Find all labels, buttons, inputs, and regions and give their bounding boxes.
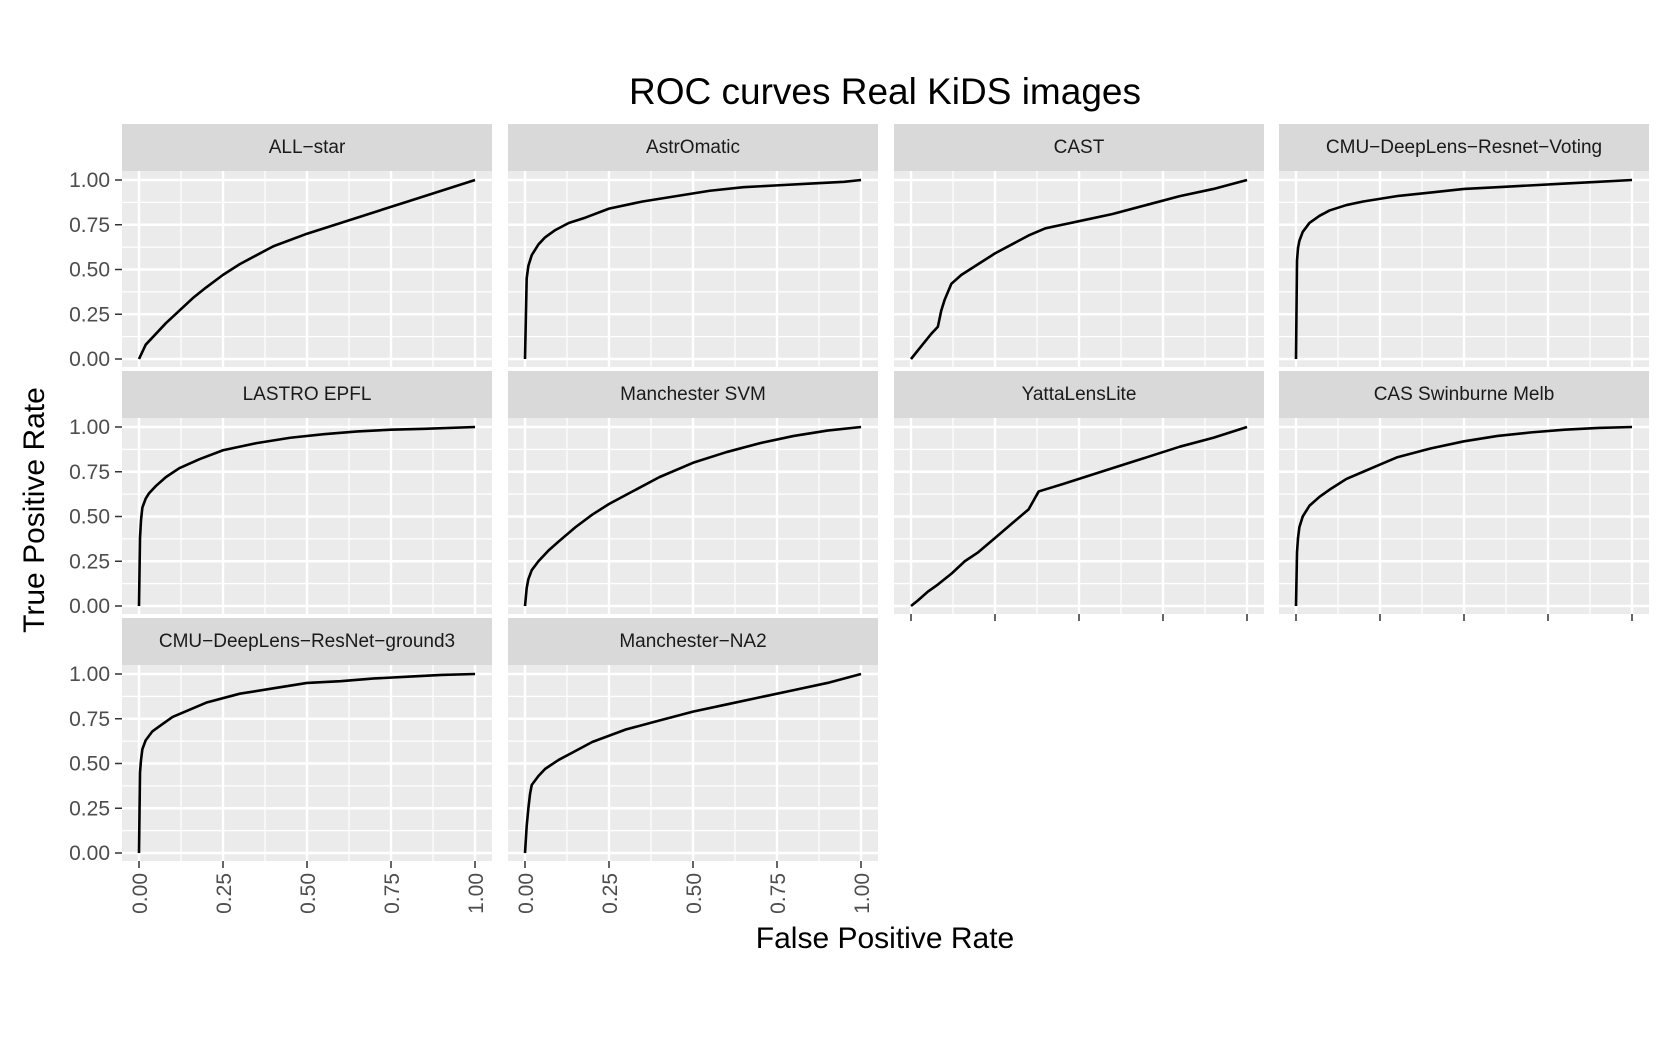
facet-strip bbox=[894, 371, 1264, 418]
x-tick-label: 0.00 bbox=[515, 873, 538, 914]
x-tick-label: 0.25 bbox=[599, 873, 622, 914]
facet-strip-label: CMU−DeepLens−Resnet−Voting bbox=[1326, 137, 1602, 158]
facet-strip bbox=[122, 124, 492, 171]
facet-panel: LASTRO EPFL bbox=[122, 371, 492, 614]
facet-panel: Manchester SVM bbox=[508, 371, 878, 614]
facet-strip-label: AstrOmatic bbox=[646, 137, 740, 158]
facet-strip-label: Manchester SVM bbox=[620, 384, 766, 405]
y-axis-title: True Positive Rate bbox=[18, 387, 51, 633]
x-axis-ticks: 0.00 0.25 0.50 0.75 1.00 0.00 0.25 0.50 0.75 1.00 bbox=[129, 614, 1633, 914]
facet-strip bbox=[508, 371, 878, 418]
roc-curve-line bbox=[137, 425, 476, 607]
facet-strip-label: LASTRO EPFL bbox=[243, 384, 372, 405]
x-tick-label: 0.75 bbox=[381, 873, 404, 914]
facet-panel: CMU−DeepLens−ResNet−ground3 bbox=[122, 618, 492, 861]
facet-strip bbox=[1279, 124, 1649, 171]
y-tick-label: 1.00 bbox=[69, 169, 110, 192]
y-tick-label: 0.25 bbox=[69, 550, 110, 573]
facet-strip bbox=[1279, 371, 1649, 418]
y-tick-label: 0.50 bbox=[69, 753, 110, 776]
y-tick-label: 1.00 bbox=[69, 663, 110, 686]
y-tick-label: 0.75 bbox=[69, 214, 110, 237]
facet-strip bbox=[508, 618, 878, 665]
chart-title: ROC curves Real KiDS images bbox=[629, 71, 1141, 112]
x-tick-label: 0.75 bbox=[767, 873, 790, 914]
facet-strip bbox=[122, 618, 492, 665]
y-tick-label: 0.50 bbox=[69, 259, 110, 282]
y-tick-label: 0.50 bbox=[69, 506, 110, 529]
facet-panel: CAS Swinburne Melb bbox=[1279, 371, 1649, 614]
x-tick-label: 1.00 bbox=[851, 873, 874, 914]
facet-strip-label: ALL−star bbox=[269, 137, 346, 158]
facet-strip-label: CMU−DeepLens−ResNet−ground3 bbox=[159, 631, 455, 652]
facet-strip-label: CAST bbox=[1054, 137, 1105, 158]
x-tick-label: 0.50 bbox=[297, 873, 320, 914]
roc-curve-line bbox=[523, 178, 862, 360]
roc-curve-line bbox=[909, 178, 1248, 360]
x-tick-label: 0.00 bbox=[129, 873, 152, 914]
facet-panel: YattaLensLite bbox=[894, 371, 1264, 614]
x-tick-label: 0.25 bbox=[213, 873, 236, 914]
roc-curve-line bbox=[523, 672, 862, 854]
facet-panels: ALL−star AstrOmatic CAST CMU−DeepLens−Resne… bbox=[122, 124, 1649, 861]
y-tick-label: 0.00 bbox=[69, 595, 110, 618]
facet-strip-label: YattaLensLite bbox=[1022, 384, 1137, 405]
y-axis-ticks: 0.00 0.25 0.50 0.75 1.00 0.00 0.25 0.50 0.75 1.00… bbox=[69, 169, 122, 865]
roc-curve-line bbox=[137, 672, 476, 854]
facet-panel: Manchester−NA2 bbox=[508, 618, 878, 861]
y-tick-label: 0.25 bbox=[69, 303, 110, 326]
y-tick-label: 0.25 bbox=[69, 797, 110, 820]
roc-curve-line bbox=[1294, 178, 1633, 360]
x-tick-label: 0.50 bbox=[683, 873, 706, 914]
roc-curve-line bbox=[523, 425, 862, 607]
y-tick-label: 0.00 bbox=[69, 842, 110, 865]
facet-strip-label: Manchester−NA2 bbox=[619, 631, 766, 652]
x-tick-label: 1.00 bbox=[465, 873, 488, 914]
roc-curve-line bbox=[137, 178, 476, 360]
facet-strip bbox=[894, 124, 1264, 171]
facet-strip bbox=[508, 124, 878, 171]
facet-strip-label: CAS Swinburne Melb bbox=[1374, 384, 1555, 405]
facet-panel: AstrOmatic bbox=[508, 124, 878, 367]
facet-strip bbox=[122, 371, 492, 418]
y-tick-label: 0.00 bbox=[69, 348, 110, 371]
x-axis-title: False Positive Rate bbox=[756, 922, 1014, 955]
facet-panel: CMU−DeepLens−Resnet−Voting bbox=[1279, 124, 1649, 367]
facet-panel: ALL−star bbox=[122, 124, 492, 367]
y-tick-label: 0.75 bbox=[69, 461, 110, 484]
roc-curve-line bbox=[1294, 425, 1633, 607]
roc-curve-line bbox=[910, 425, 1248, 608]
y-tick-label: 1.00 bbox=[69, 416, 110, 439]
facet-panel: CAST bbox=[894, 124, 1264, 367]
y-tick-label: 0.75 bbox=[69, 708, 110, 731]
